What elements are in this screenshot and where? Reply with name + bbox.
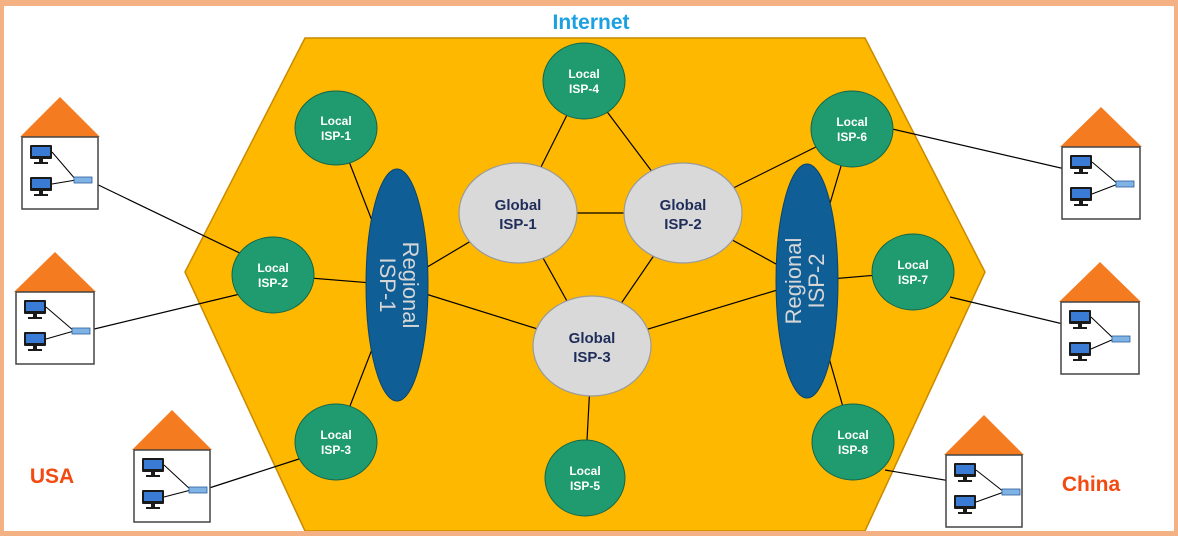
computer-icon xyxy=(30,145,52,164)
local-isp-label-line1: Local xyxy=(320,428,351,442)
global-isp-circle xyxy=(623,162,743,264)
local-isp-label-line1: Local xyxy=(257,261,288,275)
local-isp-label-line1: Local xyxy=(836,115,867,129)
house-china-3 xyxy=(944,415,1024,528)
computer-icon xyxy=(1069,310,1091,329)
house-roof xyxy=(1059,262,1141,302)
local-isp-circle xyxy=(871,233,955,311)
local-isp-label-line2: ISP-6 xyxy=(837,130,867,144)
house-roof xyxy=(132,410,212,450)
local-isp-label-line2: ISP-8 xyxy=(838,443,868,457)
local-isp-circle xyxy=(231,236,315,314)
global-isp-2: Global ISP-2 xyxy=(623,162,743,264)
local-isp-label-line2: ISP-3 xyxy=(321,443,351,457)
global-isp-label-line2: ISP-1 xyxy=(499,216,537,233)
global-isp-label-line2: ISP-3 xyxy=(573,349,611,366)
computer-icon xyxy=(142,458,164,477)
switch-icon xyxy=(73,176,93,184)
global-isp-1: Global ISP-1 xyxy=(458,162,578,264)
house-china-1 xyxy=(1060,107,1142,220)
regional-isp-label-line2: ISP-2 xyxy=(804,253,829,308)
local-isp-circle xyxy=(294,403,378,481)
regional-isp-label-line1: Regional xyxy=(398,242,423,329)
house-usa-1 xyxy=(20,97,100,210)
computer-icon xyxy=(24,300,46,319)
local-isp-label-line1: Local xyxy=(320,114,351,128)
global-isp-circle xyxy=(532,295,652,397)
computer-icon xyxy=(1069,342,1091,361)
computer-icon xyxy=(954,463,976,482)
local-isp-circle xyxy=(811,403,895,481)
country-label-china: China xyxy=(1062,473,1121,496)
computer-icon xyxy=(1070,187,1092,206)
local-isp-label-line2: ISP-1 xyxy=(321,129,351,143)
computer-icon xyxy=(30,177,52,196)
regional-isp-ellipse xyxy=(775,163,839,399)
local-isp-label-line2: ISP-2 xyxy=(258,276,288,290)
house-roof xyxy=(1060,107,1142,147)
local-isp-circle xyxy=(544,439,626,517)
local-isp-circle xyxy=(542,42,626,120)
link-house-usa-1 xyxy=(87,179,251,259)
regional-isp-label-line1: Regional xyxy=(781,238,806,325)
global-isp-label-line1: Global xyxy=(660,197,707,214)
regional-isp-label-line2: ISP-1 xyxy=(375,257,400,312)
link-house-usa-3 xyxy=(202,457,303,491)
local-isp-label-line1: Local xyxy=(897,258,928,272)
house-roof xyxy=(14,252,96,292)
house-usa-2 xyxy=(14,252,96,365)
local-isp-label-line1: Local xyxy=(568,67,599,81)
switch-icon xyxy=(71,327,91,335)
global-isp-circle xyxy=(458,162,578,264)
computer-icon xyxy=(142,490,164,509)
global-isp-label-line1: Global xyxy=(569,330,616,347)
country-label-usa: USA xyxy=(30,465,74,488)
switch-icon xyxy=(1001,488,1021,496)
houses xyxy=(14,97,1142,528)
local-isp-circle xyxy=(810,90,894,168)
house-roof xyxy=(20,97,100,137)
switch-icon xyxy=(1115,180,1135,188)
switch-icon xyxy=(1111,335,1131,343)
global-isp-label-line2: ISP-2 xyxy=(664,216,702,233)
local-isp-label-line1: Local xyxy=(569,464,600,478)
computer-icon xyxy=(24,332,46,351)
local-isp-label-line2: ISP-7 xyxy=(898,273,928,287)
house-china-2 xyxy=(1059,262,1141,375)
computer-icon xyxy=(954,495,976,514)
regional-isp-ellipse xyxy=(365,168,429,402)
global-isp-label-line1: Global xyxy=(495,197,542,214)
local-isp-label-line2: ISP-5 xyxy=(570,479,600,493)
house-roof xyxy=(944,415,1024,455)
local-isp-circle xyxy=(294,90,378,166)
switch-icon xyxy=(188,486,208,494)
global-isp-3: Global ISP-3 xyxy=(532,295,652,397)
diagram-title: Internet xyxy=(552,11,629,34)
link-house-usa-2 xyxy=(85,293,241,332)
computer-icon xyxy=(1070,155,1092,174)
house-usa-3 xyxy=(132,410,212,523)
local-isp-label-line2: ISP-4 xyxy=(569,82,599,96)
local-isp-label-line1: Local xyxy=(837,428,868,442)
